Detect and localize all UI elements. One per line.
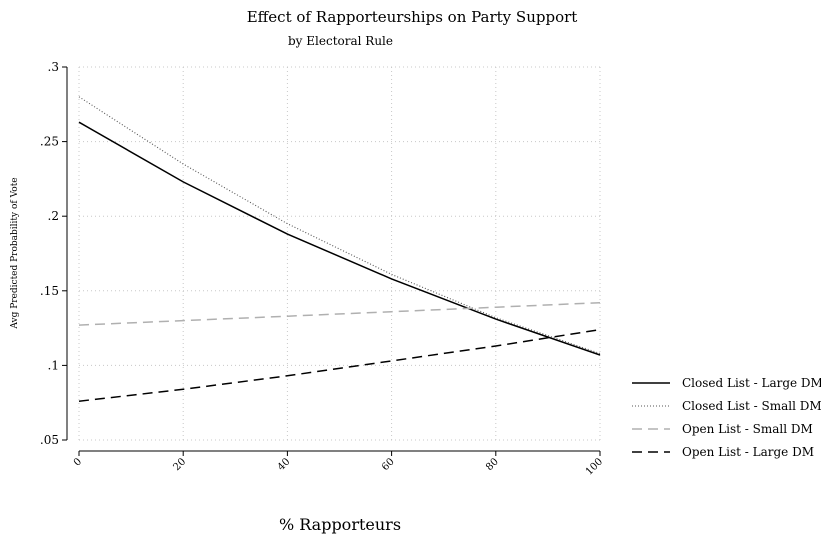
chart-title: Effect of Rapporteurships on Party Suppo… [247, 8, 578, 26]
series-lines [78, 96, 601, 402]
x-tick-label: 40 [276, 456, 293, 473]
y-tick-label: .3 [48, 60, 59, 74]
series-line [78, 328, 601, 402]
y-tick-label: .1 [48, 358, 59, 372]
y-tick-label: .15 [40, 284, 59, 298]
y-tick-label: .05 [40, 433, 59, 447]
axes: .05 .1 .15 .2 .25 .3 0 20 40 60 80 100 [40, 60, 605, 478]
x-tick-label: 60 [380, 456, 397, 473]
y-tick-label: .25 [40, 135, 59, 149]
grid-lines [78, 66, 601, 441]
x-tick-label: 0 [72, 456, 84, 468]
x-tick-label: 80 [484, 456, 501, 473]
legend-label: Closed List - Small DM [682, 399, 821, 413]
x-tick-label: 20 [172, 456, 189, 473]
chart-subtitle: by Electoral Rule [288, 34, 393, 48]
legend-label: Open List - Large DM [682, 445, 814, 459]
y-axis-label: Avg Predicted Probability of Vote [10, 177, 20, 329]
series-line [78, 301, 601, 326]
series-line [78, 96, 601, 355]
series-line [78, 121, 601, 356]
legend-label: Closed List - Large DM [682, 376, 821, 390]
x-tick-label: 100 [584, 456, 605, 477]
x-axis-label: % Rapporteurs [279, 515, 401, 534]
legend-label: Open List - Small DM [682, 422, 813, 436]
legend: Closed List - Large DM Closed List - Smal… [632, 376, 821, 459]
y-tick-label: .2 [48, 209, 59, 223]
